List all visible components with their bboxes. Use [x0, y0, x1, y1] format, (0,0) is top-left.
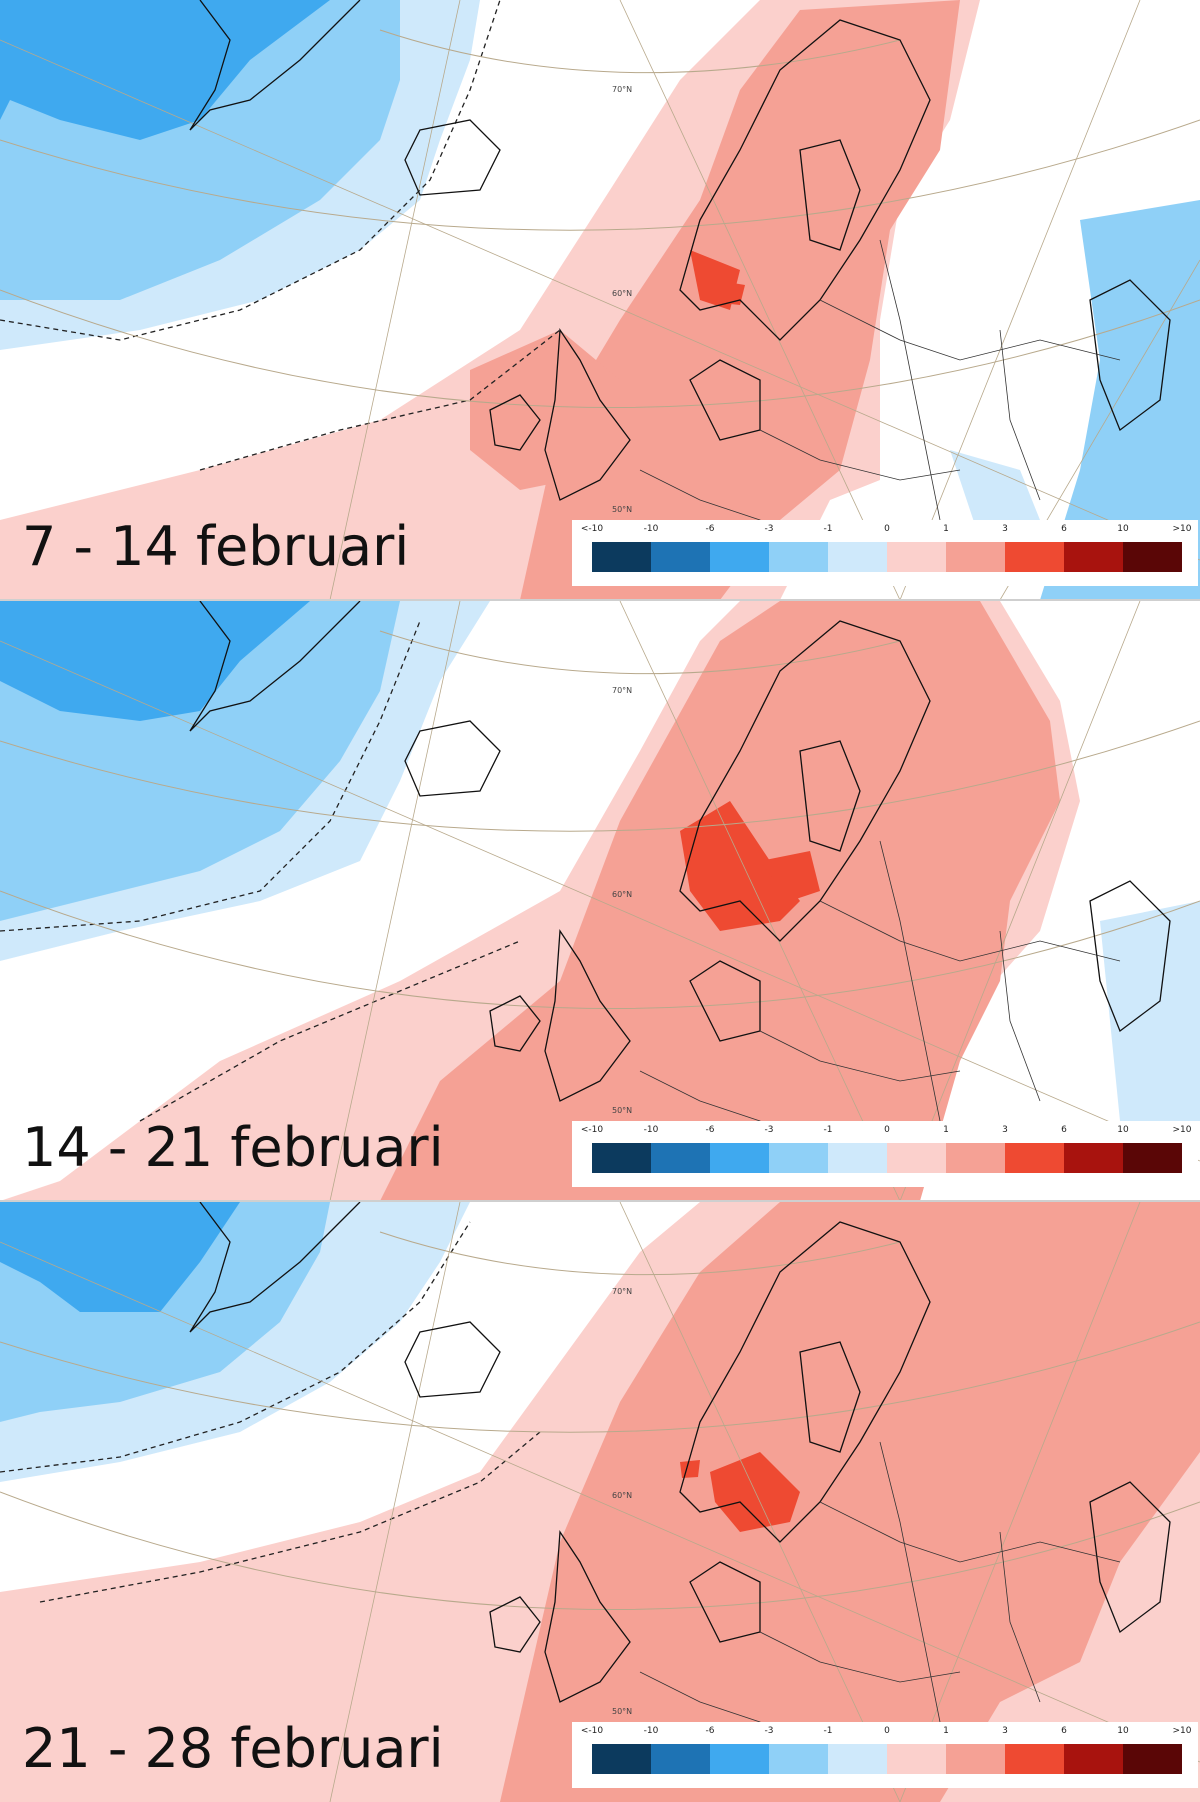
legend-swatch	[592, 1744, 651, 1774]
panel-divider	[0, 599, 1200, 601]
legend-swatch	[651, 542, 710, 572]
legend-swatch	[710, 1744, 769, 1774]
legend-tick-label: >10	[1172, 1125, 1192, 1135]
legend-labels: <-10 -10 -6 -3 -1 0 1 3 6 10 >10	[572, 1726, 1198, 1740]
legend-tick-label: -1	[823, 1125, 833, 1135]
legend-swatch	[1123, 1143, 1182, 1173]
legend-tick-label: 3	[1002, 1125, 1008, 1135]
legend-swatch	[946, 1744, 1005, 1774]
legend-tick-label: 3	[1002, 524, 1008, 534]
legend-tick-label: -1	[823, 524, 833, 534]
period-label: 21 - 28 februari	[22, 1717, 444, 1780]
legend-swatch	[887, 542, 946, 572]
lat-label-50: 50°N	[612, 505, 632, 514]
legend-swatch	[769, 542, 828, 572]
legend-swatch	[887, 1744, 946, 1774]
legend-tick-label: 1	[943, 1726, 949, 1736]
legend-swatch	[1123, 1744, 1182, 1774]
legend-colorbar	[592, 542, 1182, 572]
legend-tick-label: 6	[1061, 1726, 1067, 1736]
legend-tick-label: 3	[1002, 1726, 1008, 1736]
anomaly-map: 70°N 60°N 50°N	[0, 601, 1200, 1201]
legend-tick-label: >10	[1172, 1726, 1192, 1736]
legend-labels: <-10 -10 -6 -3 -1 0 1 3 6 10 >10	[572, 524, 1198, 538]
legend-swatch	[1005, 542, 1064, 572]
legend-swatch	[769, 1744, 828, 1774]
legend-swatch	[1064, 1143, 1123, 1173]
legend-swatch	[1123, 542, 1182, 572]
color-legend: <-10 -10 -6 -3 -1 0 1 3 6 10 >10	[572, 1722, 1198, 1788]
legend-tick-label: 1	[943, 524, 949, 534]
legend-colorbar	[592, 1143, 1182, 1173]
legend-tick-label: -6	[705, 1726, 715, 1736]
legend-tick-label: -10	[643, 1125, 659, 1135]
legend-tick-label: 0	[884, 1726, 890, 1736]
lat-label-60: 60°N	[612, 289, 632, 298]
legend-swatch	[946, 542, 1005, 572]
legend-tick-label: 0	[884, 524, 890, 534]
legend-tick-label: 10	[1117, 524, 1129, 534]
legend-tick-label: 1	[943, 1125, 949, 1135]
legend-swatch	[1005, 1143, 1064, 1173]
legend-tick-label: -6	[705, 1125, 715, 1135]
legend-swatch	[828, 1143, 887, 1173]
anomaly-map: 70°N 60°N 50°N	[0, 0, 1200, 600]
legend-swatch	[710, 542, 769, 572]
legend-tick-label: 6	[1061, 524, 1067, 534]
legend-swatch	[828, 542, 887, 572]
lat-label-70: 70°N	[612, 85, 632, 94]
legend-tick-label: 10	[1117, 1125, 1129, 1135]
legend-tick-label: -3	[764, 1726, 774, 1736]
legend-tick-label: >10	[1172, 524, 1192, 534]
legend-swatch	[1005, 1744, 1064, 1774]
legend-colorbar	[592, 1744, 1182, 1774]
color-legend: <-10 -10 -6 -3 -1 0 1 3 6 10 >10	[572, 1121, 1198, 1187]
period-label: 14 - 21 februari	[22, 1116, 444, 1179]
lat-label-60: 60°N	[612, 1491, 632, 1500]
map-panel-3: 70°N 60°N 50°N 21 - 28 februari <-10 -10-…	[0, 1202, 1200, 1802]
legend-swatch	[651, 1143, 710, 1173]
lat-label-70: 70°N	[612, 1287, 632, 1296]
legend-swatch	[1064, 542, 1123, 572]
legend-tick-label: 0	[884, 1125, 890, 1135]
period-label: 7 - 14 februari	[22, 515, 410, 578]
legend-tick-label: <-10	[580, 1125, 604, 1135]
legend-tick-label: 6	[1061, 1125, 1067, 1135]
legend-swatch	[769, 1143, 828, 1173]
legend-swatch	[828, 1744, 887, 1774]
legend-swatch	[592, 542, 651, 572]
legend-tick-label: -1	[823, 1726, 833, 1736]
legend-tick-label: -10	[643, 1726, 659, 1736]
lat-label-60: 60°N	[612, 890, 632, 899]
legend-swatch	[651, 1744, 710, 1774]
map-panel-1: 70°N 60°N 50°N 7 - 14 februari <-10 -10 -6…	[0, 0, 1200, 600]
legend-swatch	[592, 1143, 651, 1173]
legend-tick-label: -10	[643, 524, 659, 534]
legend-swatch	[710, 1143, 769, 1173]
lat-label-50: 50°N	[612, 1707, 632, 1716]
legend-tick-label: -6	[705, 524, 715, 534]
legend-tick-label: -3	[764, 1125, 774, 1135]
anomaly-map: 70°N 60°N 50°N	[0, 1202, 1200, 1802]
legend-tick-label: <-10	[580, 524, 604, 534]
color-legend: <-10 -10 -6 -3 -1 0 1 3 6 10 >10	[572, 520, 1198, 586]
legend-tick-label: <-10	[580, 1726, 604, 1736]
lat-label-50: 50°N	[612, 1106, 632, 1115]
lat-label-70: 70°N	[612, 686, 632, 695]
legend-labels: <-10 -10 -6 -3 -1 0 1 3 6 10 >10	[572, 1125, 1198, 1139]
map-panel-2: 70°N 60°N 50°N 14 - 21 februari <-10 -10-…	[0, 601, 1200, 1201]
legend-swatch	[1064, 1744, 1123, 1774]
panel-divider	[0, 1200, 1200, 1202]
legend-tick-label: -3	[764, 524, 774, 534]
legend-tick-label: 10	[1117, 1726, 1129, 1736]
legend-swatch	[887, 1143, 946, 1173]
legend-swatch	[946, 1143, 1005, 1173]
